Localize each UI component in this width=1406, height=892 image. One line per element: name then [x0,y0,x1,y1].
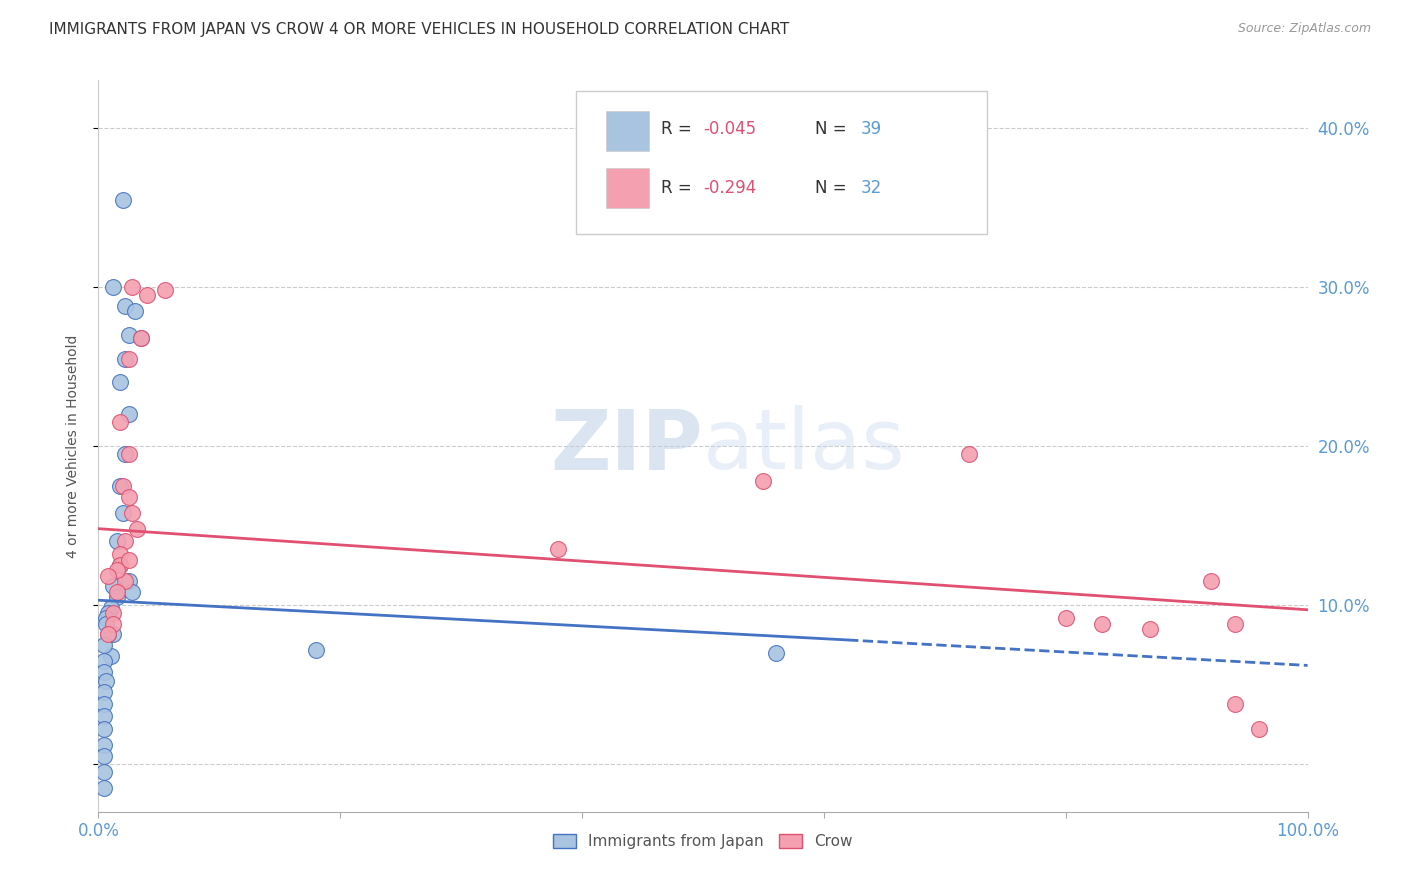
Point [93,638,115,652]
Point [101,579,124,593]
Text: R =: R = [661,178,697,197]
Point [94,617,117,632]
Point [957,447,980,461]
Point [1249,722,1271,736]
Point [94,674,117,689]
Point [114,534,136,549]
Point [108,558,131,573]
Text: 32: 32 [860,178,882,197]
Point [114,299,136,313]
Text: atlas: atlas [703,406,904,486]
Point [118,490,141,504]
Y-axis label: 4 or more Vehicles in Household: 4 or more Vehicles in Household [66,334,80,558]
Text: -0.294: -0.294 [703,178,756,197]
Text: ZIP: ZIP [551,406,703,486]
Point [121,585,143,599]
Point [127,522,149,536]
Point [1054,611,1077,625]
Text: Source: ZipAtlas.com: Source: ZipAtlas.com [1237,22,1371,36]
FancyBboxPatch shape [606,111,648,152]
Legend: Immigrants from Japan, Crow: Immigrants from Japan, Crow [547,828,859,855]
Point [105,590,128,604]
Point [108,558,131,573]
Point [135,288,157,302]
Point [118,447,141,461]
Point [93,749,115,764]
Point [114,574,136,589]
Point [108,547,131,561]
Point [97,626,120,640]
Point [93,665,115,679]
Point [121,506,143,520]
Point [100,601,122,615]
Point [93,709,115,723]
Text: R =: R = [661,120,697,138]
Point [108,479,131,493]
Point [114,351,136,366]
Point [111,479,134,493]
Text: -0.045: -0.045 [703,120,756,138]
Point [97,606,120,620]
Point [105,585,128,599]
Point [108,376,131,390]
Point [111,506,134,520]
Point [101,617,124,632]
FancyBboxPatch shape [576,91,987,234]
Text: N =: N = [815,120,852,138]
Text: N =: N = [815,178,852,197]
Point [1199,574,1222,589]
Point [118,553,141,567]
Point [121,280,143,294]
Point [765,646,787,660]
Point [93,654,115,668]
Point [118,327,141,342]
Point [118,351,141,366]
Point [93,697,115,711]
Point [97,626,120,640]
Point [93,780,115,795]
Point [108,415,131,429]
FancyBboxPatch shape [606,168,648,209]
Point [105,534,128,549]
Point [101,280,124,294]
Text: 39: 39 [860,120,882,138]
Point [101,626,124,640]
Point [153,283,176,297]
Text: IMMIGRANTS FROM JAPAN VS CROW 4 OR MORE VEHICLES IN HOUSEHOLD CORRELATION CHART: IMMIGRANTS FROM JAPAN VS CROW 4 OR MORE … [49,22,789,37]
Point [94,611,117,625]
Point [100,648,122,663]
Point [1091,617,1114,632]
Point [93,764,115,779]
Point [93,738,115,752]
Point [124,303,146,318]
Point [114,447,136,461]
Point [118,407,141,421]
Point [129,331,152,345]
Point [93,722,115,736]
Point [547,542,569,557]
Point [101,606,124,620]
Point [97,569,120,583]
Point [305,642,328,657]
Point [105,563,128,577]
Point [1223,697,1246,711]
Point [93,685,115,699]
Point [111,193,134,207]
Point [752,474,775,488]
Point [118,574,141,589]
Point [129,331,152,345]
Point [1139,622,1161,636]
Point [1223,617,1246,632]
